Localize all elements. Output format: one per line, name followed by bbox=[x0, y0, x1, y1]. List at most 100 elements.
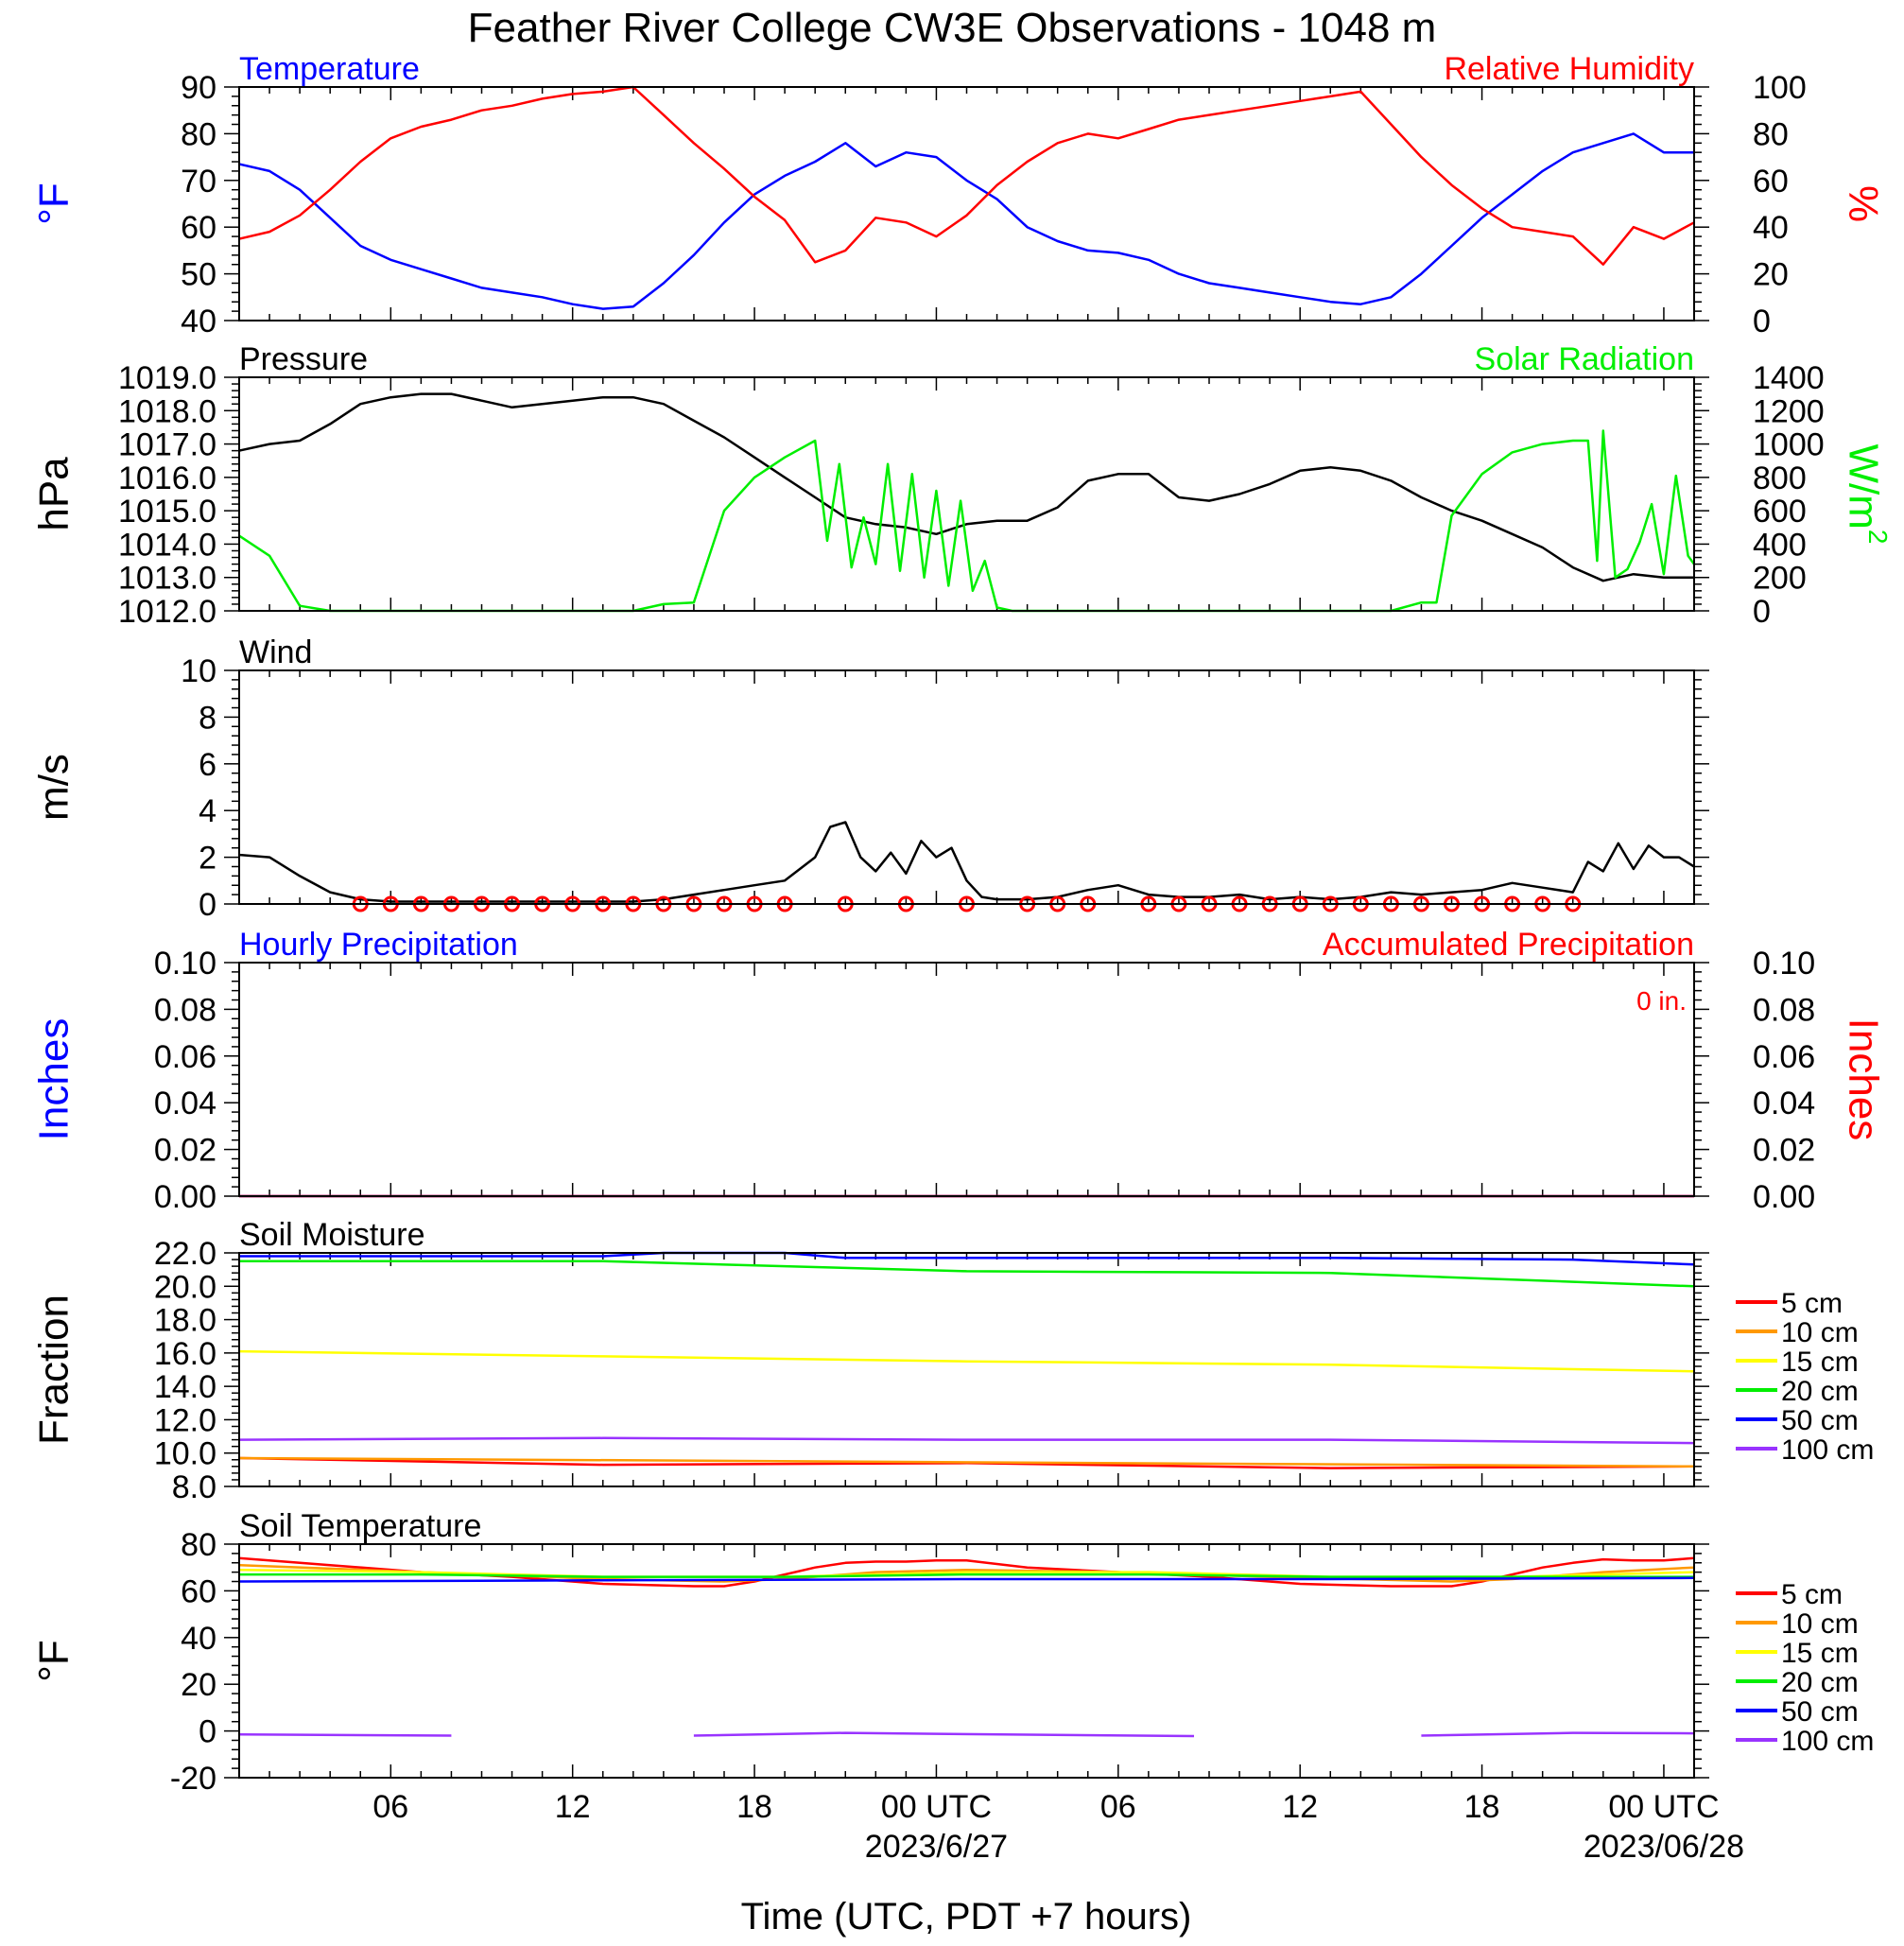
y-axis-label-left: hPa bbox=[31, 457, 78, 531]
panel-frame bbox=[238, 1543, 1695, 1779]
wind-title: Wind bbox=[239, 634, 312, 670]
y-tick-label-right: 200 bbox=[1753, 561, 1807, 597]
y-tick-label-left: 22.0 bbox=[154, 1236, 216, 1272]
y-tick-label-left: -20 bbox=[170, 1761, 216, 1797]
time-axis: 06 12 18 00 UTC 2023/6/27 06 12 18 00 UTC 2023/06… bbox=[372, 1789, 1744, 1865]
y-tick-label-right: 0.06 bbox=[1753, 1039, 1815, 1075]
legend-label-10-cm: 10 cm bbox=[1781, 1608, 1859, 1640]
accumulated-precipitation-title: Accumulated Precipitation bbox=[1323, 927, 1694, 963]
y-tick-label-right: 40 bbox=[1753, 210, 1789, 246]
series-50-cm bbox=[238, 1576, 1695, 1583]
y-tick-label-right: 1200 bbox=[1753, 393, 1825, 429]
x-tick-label: 00 UTC bbox=[1608, 1789, 1719, 1825]
y-tick-label-right: 0.04 bbox=[1753, 1086, 1815, 1121]
panel-frame bbox=[238, 1252, 1695, 1487]
series-100-cm bbox=[238, 1436, 1695, 1445]
y-tick-label-left: 1016.0 bbox=[118, 460, 216, 496]
y-tick-label-left: 0.06 bbox=[154, 1039, 216, 1075]
legend-label-15-cm: 15 cm bbox=[1781, 1347, 1859, 1378]
soil-temperature-title: Soil Temperature bbox=[239, 1508, 481, 1544]
y-tick-label-left: 20 bbox=[181, 1667, 216, 1703]
y-tick-label-left: 2 bbox=[199, 841, 216, 877]
y-tick-label-left: 40 bbox=[181, 1621, 216, 1657]
y-tick-label-left: 1017.0 bbox=[118, 427, 216, 463]
y-tick-label-left: 4 bbox=[199, 793, 216, 829]
y-tick-label-left: 80 bbox=[181, 1527, 216, 1563]
accumulated-total-label: 0 in. bbox=[1636, 986, 1687, 1016]
y-tick-label-left: 0.10 bbox=[154, 946, 216, 982]
legend-label-5-cm: 5 cm bbox=[1781, 1288, 1843, 1319]
y-tick-label-left: 1013.0 bbox=[118, 561, 216, 597]
legend-label-20-cm: 20 cm bbox=[1781, 1376, 1859, 1407]
y-tick-label-left: 14.0 bbox=[154, 1369, 216, 1405]
y-tick-label-left: 16.0 bbox=[154, 1336, 216, 1372]
y-tick-label-right: 0.10 bbox=[1753, 946, 1815, 982]
panel-5: 8.010.012.014.016.018.020.022.0 Soil Mois… bbox=[31, 1217, 1875, 1505]
y-tick-label-right: 0 bbox=[1753, 304, 1771, 339]
series-100-cm-segment-2 bbox=[693, 1731, 1195, 1738]
y-tick-label-right: 60 bbox=[1753, 164, 1789, 200]
y-tick-label-left: 0.00 bbox=[154, 1179, 216, 1215]
y-axis-label-left: Fraction bbox=[31, 1294, 78, 1445]
y-tick-label-right: 0.08 bbox=[1753, 992, 1815, 1028]
x-tick-label: 12 bbox=[1282, 1789, 1318, 1825]
y-axis-label-right: % bbox=[1840, 185, 1886, 222]
y-tick-label-left: 1019.0 bbox=[118, 360, 216, 396]
y-tick-label-left: 40 bbox=[181, 304, 216, 339]
legend-label-100-cm: 100 cm bbox=[1781, 1434, 1874, 1466]
y-tick-label-left: 10.0 bbox=[154, 1436, 216, 1472]
y-tick-label-right: 100 bbox=[1753, 70, 1807, 106]
y-tick-label-left: 1012.0 bbox=[118, 594, 216, 630]
x-tick-label: 18 bbox=[736, 1789, 772, 1825]
series-temperature bbox=[238, 132, 1694, 310]
y-axis-label-left: °F bbox=[31, 182, 78, 224]
series-100-cm bbox=[238, 1733, 452, 1737]
y-tick-label-right: 800 bbox=[1753, 460, 1807, 496]
series-10-cm bbox=[238, 1456, 1695, 1468]
y-tick-label-right: 1000 bbox=[1753, 427, 1825, 463]
y-tick-label-left: 10 bbox=[181, 653, 216, 689]
x-tick-label: 12 bbox=[555, 1789, 591, 1825]
y-tick-label-left: 1014.0 bbox=[118, 527, 216, 563]
hourly-precipitation-title: Hourly Precipitation bbox=[239, 927, 518, 963]
legend-label-15-cm: 15 cm bbox=[1781, 1638, 1859, 1669]
y-tick-label-left: 50 bbox=[181, 257, 216, 293]
legend-label-100-cm: 100 cm bbox=[1781, 1726, 1874, 1757]
y-tick-label-right: 400 bbox=[1753, 527, 1807, 563]
panel-frame bbox=[238, 86, 1695, 321]
series-50-cm bbox=[239, 1251, 1695, 1266]
chart-title: Feather River College CW3E Observations … bbox=[468, 5, 1437, 51]
x-date-label: 2023/6/27 bbox=[865, 1829, 1008, 1865]
x-axis-label: Time (UTC, PDT +7 hours) bbox=[741, 1896, 1192, 1937]
solar-radiation-title: Solar Radiation bbox=[1475, 341, 1694, 377]
y-tick-label-left: 0.02 bbox=[154, 1133, 216, 1169]
y-tick-label-right: 600 bbox=[1753, 494, 1807, 530]
legend-label-5-cm: 5 cm bbox=[1781, 1579, 1843, 1610]
y-tick-label-right: 0.02 bbox=[1753, 1133, 1815, 1169]
x-tick-label: 00 UTC bbox=[881, 1789, 992, 1825]
y-axis-label-left: °F bbox=[31, 1640, 78, 1681]
y-tick-label-left: 0.08 bbox=[154, 992, 216, 1028]
x-tick-label: 06 bbox=[372, 1789, 408, 1825]
panel-frame bbox=[238, 962, 1695, 1197]
series-20-cm bbox=[239, 1260, 1695, 1288]
soil-moisture-title: Soil Moisture bbox=[239, 1217, 425, 1253]
y-axis-label-left: m/s bbox=[31, 754, 78, 821]
y-tick-label-left: 70 bbox=[181, 164, 216, 200]
panel-frame bbox=[238, 669, 1695, 905]
panel-2: 1012.01013.01014.01015.01016.01017.01018… bbox=[31, 341, 1893, 630]
legend-label-20-cm: 20 cm bbox=[1781, 1667, 1859, 1698]
x-tick-label: 06 bbox=[1100, 1789, 1136, 1825]
y-tick-label-left: 1015.0 bbox=[118, 494, 216, 530]
y-axis-label-right: Inches bbox=[1840, 1018, 1886, 1141]
series-15-cm bbox=[238, 1349, 1695, 1373]
y-tick-label-left: 90 bbox=[181, 70, 216, 106]
y-tick-label-left: 60 bbox=[181, 1573, 216, 1609]
panel-4: 0.00 0.02 0.04 0.06 0.08 0.10 0.00 0.02 0.04 0.06… bbox=[31, 927, 1887, 1215]
y-tick-label-left: 0 bbox=[199, 1714, 216, 1750]
panel-1: 40 50 60 70 80 90 0 20 40 60 80 100 Temperature Relat… bbox=[31, 51, 1887, 339]
legend-label-10-cm: 10 cm bbox=[1781, 1317, 1859, 1348]
